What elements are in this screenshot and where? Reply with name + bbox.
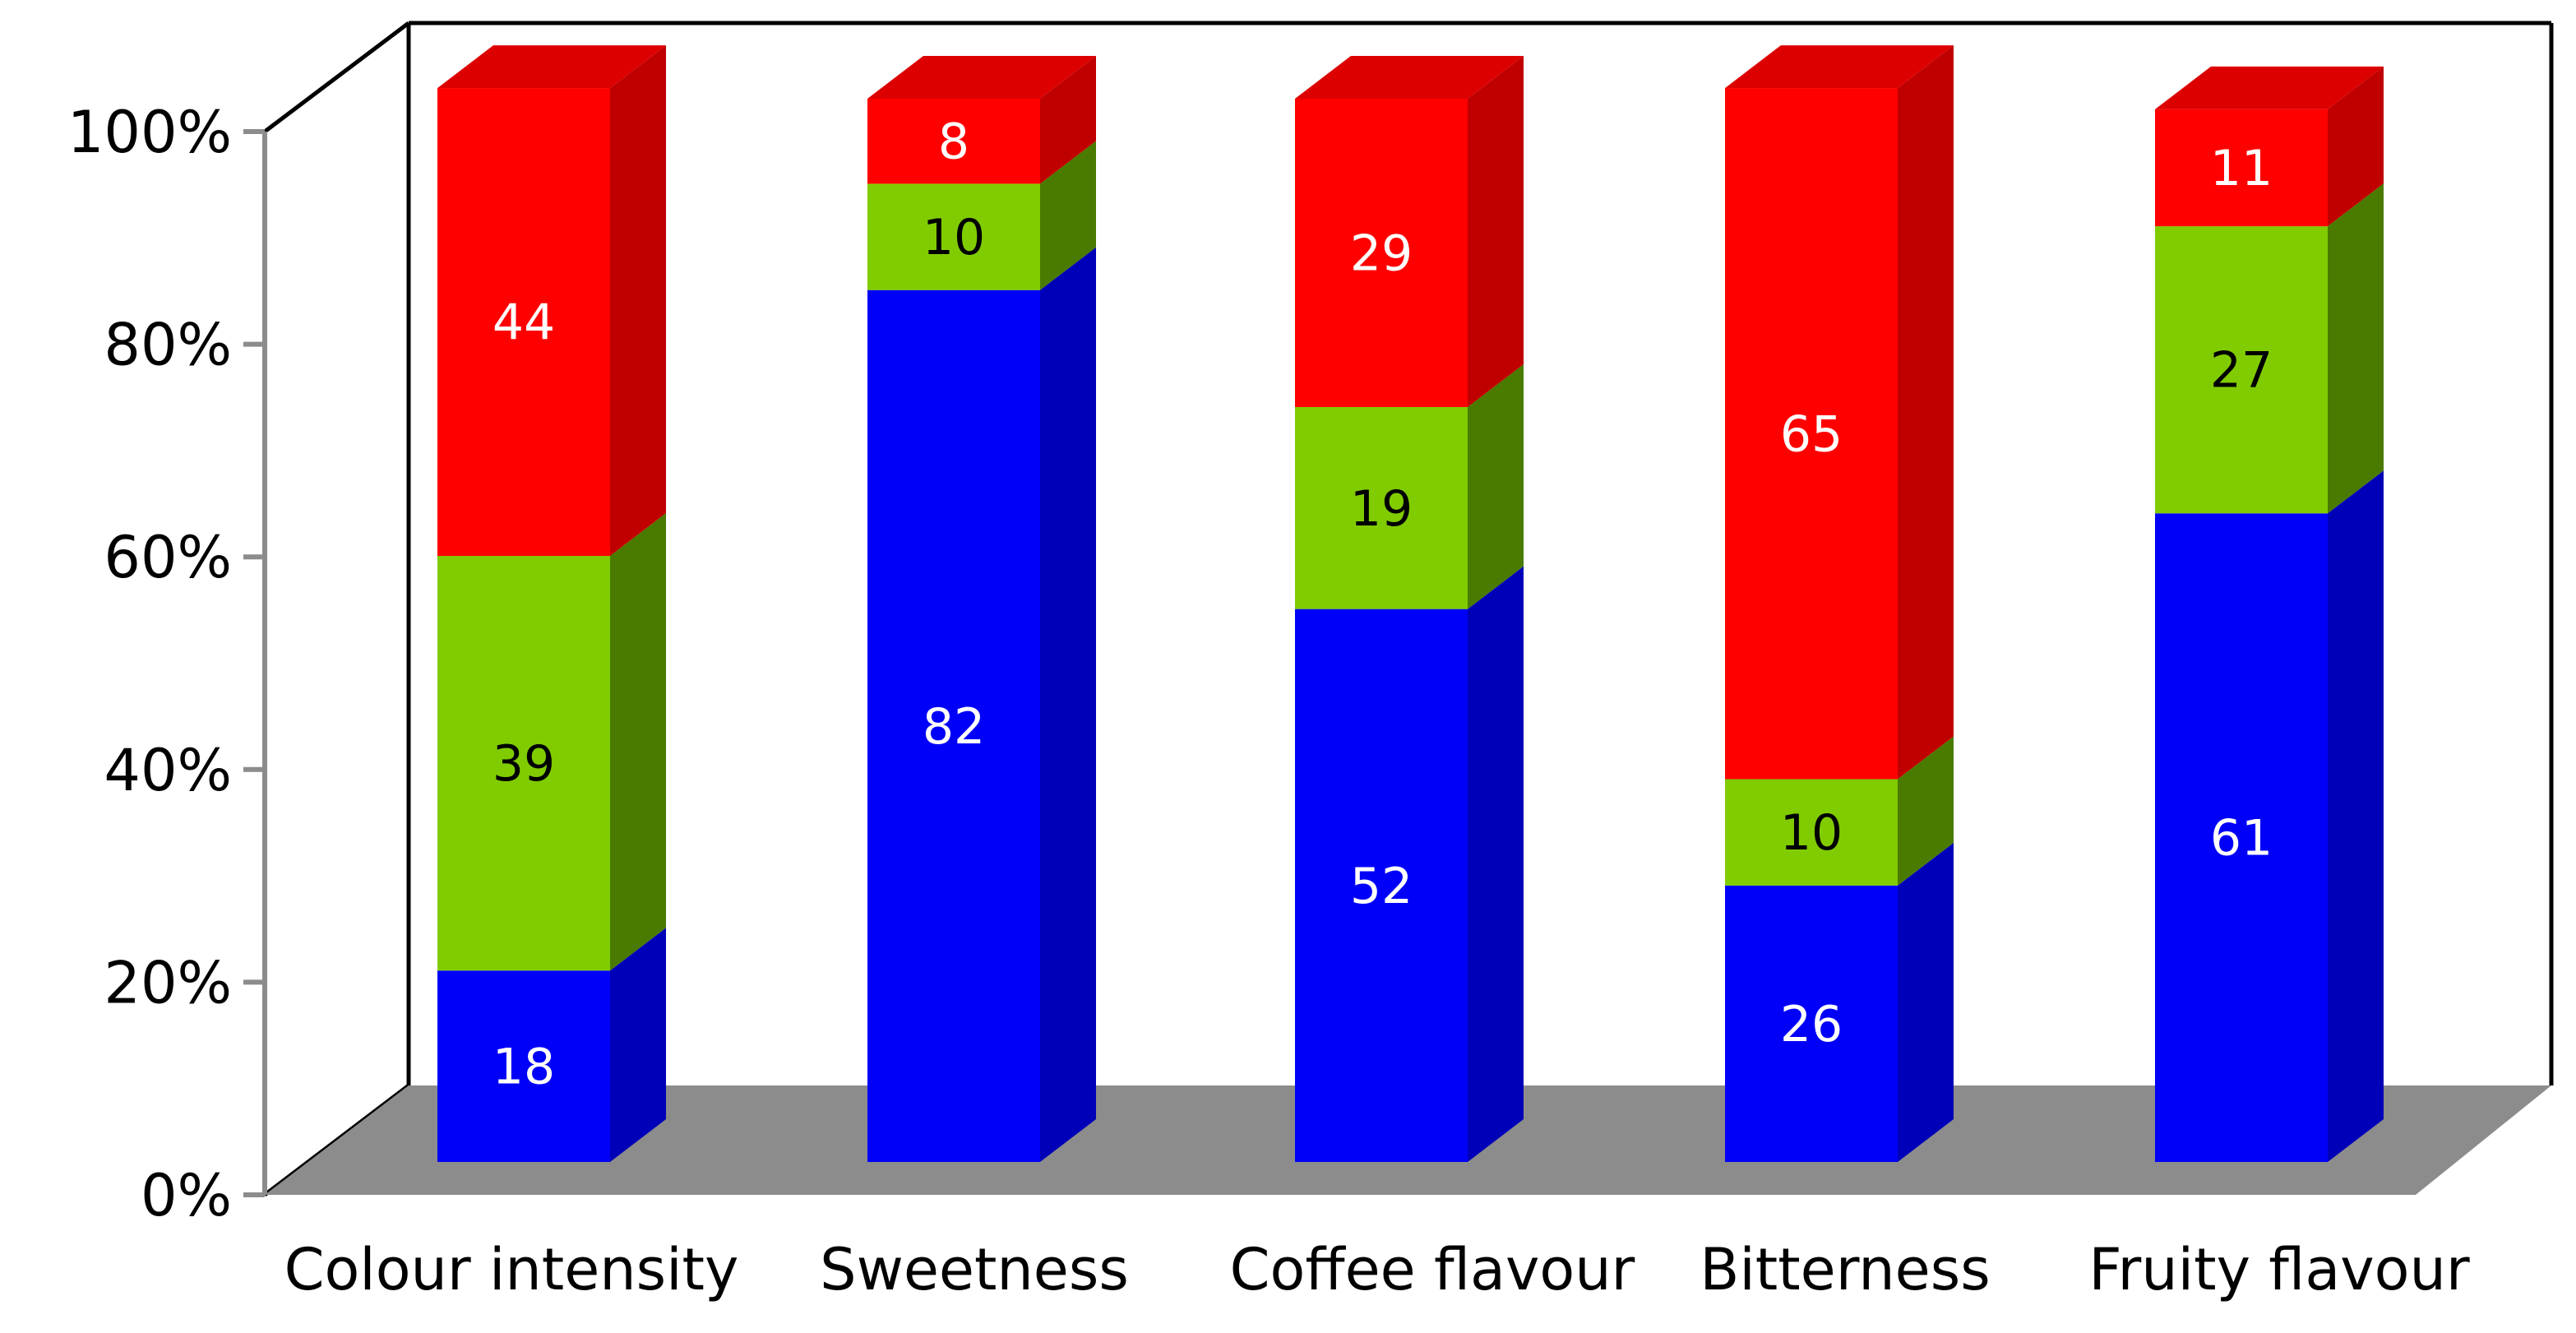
bar-segment xyxy=(1295,609,1468,1162)
y-tick-label: 40% xyxy=(104,737,232,804)
bar-side xyxy=(2328,183,2384,514)
data-label: 39 xyxy=(493,735,555,793)
bar-top xyxy=(1725,45,1954,89)
data-label: 29 xyxy=(1350,224,1413,282)
bar-segment xyxy=(1295,406,1468,609)
data-label: 44 xyxy=(493,294,555,352)
bar-segment xyxy=(2155,513,2328,1162)
category-label: Colour intensity xyxy=(284,1236,739,1303)
bar-segment xyxy=(437,88,610,556)
data-label: 65 xyxy=(1780,405,1843,463)
bar-segment xyxy=(437,970,610,1162)
y-tick-label: 100% xyxy=(67,99,232,166)
bar-segment xyxy=(2155,109,2328,227)
y-tick-label: 60% xyxy=(104,524,232,591)
bar-stack xyxy=(1295,56,1524,1162)
data-label: 26 xyxy=(1780,996,1843,1053)
data-label: 11 xyxy=(2210,140,2273,197)
data-label: 18 xyxy=(493,1039,555,1096)
data-label: 52 xyxy=(1350,858,1413,915)
bar-segment xyxy=(867,99,1040,184)
bar-top xyxy=(1295,56,1524,99)
bar-stack xyxy=(437,45,666,1162)
category-label: Coffee flavour xyxy=(1230,1236,1635,1303)
bar-side xyxy=(1898,45,1954,780)
bar-side xyxy=(1468,56,1524,407)
data-label: 8 xyxy=(938,113,969,171)
bar-top xyxy=(2155,66,2384,109)
bar-segment xyxy=(867,289,1040,1162)
bar-side xyxy=(1898,842,1954,1162)
bar-top xyxy=(437,45,666,89)
category-label: Sweetness xyxy=(820,1236,1129,1303)
data-label: 27 xyxy=(2210,342,2273,400)
bar-stack xyxy=(867,56,1096,1162)
bar-side xyxy=(610,45,666,556)
category-label: Bitterness xyxy=(1700,1236,1990,1303)
data-label: 61 xyxy=(2210,810,2273,868)
side-wall-top-edge xyxy=(263,21,410,133)
bar-side xyxy=(1468,566,1524,1162)
bar-side xyxy=(2328,470,2384,1162)
bar-side xyxy=(1040,141,1096,290)
bar-side xyxy=(610,512,666,971)
y-tick-label: 80% xyxy=(104,312,232,379)
bar-segment xyxy=(2155,226,2328,514)
bars xyxy=(437,45,2384,1162)
data-labels: 18 39 44 82 10 8 52 19 29 26 10 65 61 27 11 xyxy=(493,113,2273,1096)
bar-top xyxy=(867,56,1096,99)
data-label: 10 xyxy=(923,209,985,266)
bar-segment xyxy=(1295,99,1468,407)
y-axis: 0% 20% 40% 60% 80% 100% xyxy=(67,99,267,1229)
y-tick-label: 20% xyxy=(104,949,232,1016)
bar-stack xyxy=(1725,45,1954,1162)
bar-segment xyxy=(867,183,1040,290)
y-tick-label: 0% xyxy=(141,1162,232,1229)
bar-side xyxy=(1040,56,1096,184)
bar-side xyxy=(1468,363,1524,609)
category-label: Fruity flavour xyxy=(2088,1236,2469,1303)
data-label: 82 xyxy=(923,698,985,756)
bar-stack xyxy=(2155,66,2384,1162)
bar-side xyxy=(610,928,666,1162)
bar-segment xyxy=(1725,88,1898,780)
bar-segment xyxy=(437,555,610,971)
data-label: 19 xyxy=(1350,480,1413,538)
x-axis-labels: Colour intensity Sweetness Coffee flavour B… xyxy=(284,1236,2470,1303)
bar-segment xyxy=(1725,885,1898,1162)
bar-side xyxy=(2328,66,2384,227)
bar-segment xyxy=(1725,779,1898,886)
bar-side xyxy=(1040,247,1096,1162)
bar-side xyxy=(1898,736,1954,886)
data-label: 10 xyxy=(1780,804,1843,862)
